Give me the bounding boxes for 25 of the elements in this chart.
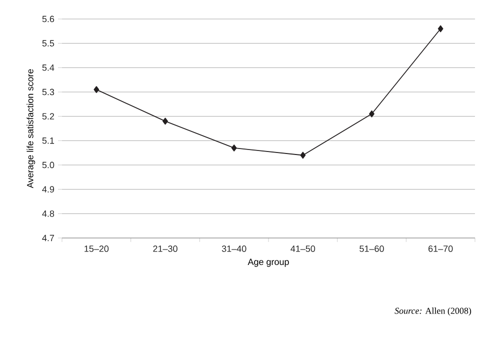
x-tick-label: 41–50	[290, 246, 316, 252]
y-tick-label: 5.2	[42, 113, 54, 120]
point	[162, 118, 168, 125]
y-tick-label: 5.3	[42, 88, 54, 96]
y-tick-label: 4.8	[42, 210, 54, 217]
y-tick-label: 5.5	[42, 40, 54, 46]
y-tick-label: 4.7	[42, 234, 54, 242]
x-tick-label: 21–30	[153, 246, 178, 252]
point	[300, 152, 306, 159]
text: Source: Allen (2008)	[394, 308, 472, 316]
y-axis-title: Average life satisfaction score	[26, 69, 36, 188]
x-tick-label: 61–70	[428, 246, 453, 252]
y-tick-label: 5.6	[42, 16, 54, 22]
y-tick-label: 5.1	[42, 138, 54, 144]
x-tick-label: 15–20	[84, 246, 109, 252]
x-tick-label: 31–40	[222, 246, 246, 252]
point	[438, 25, 444, 32]
y-tick-label: 5.4	[42, 64, 54, 71]
point	[231, 144, 237, 152]
point	[369, 110, 374, 118]
x-axis-title: Age group	[248, 258, 289, 267]
point	[94, 86, 100, 94]
y-tick-label: 4.9	[42, 186, 54, 193]
y-tick-label: 5.0	[42, 162, 54, 168]
x-tick-label: 51–60	[360, 246, 384, 252]
